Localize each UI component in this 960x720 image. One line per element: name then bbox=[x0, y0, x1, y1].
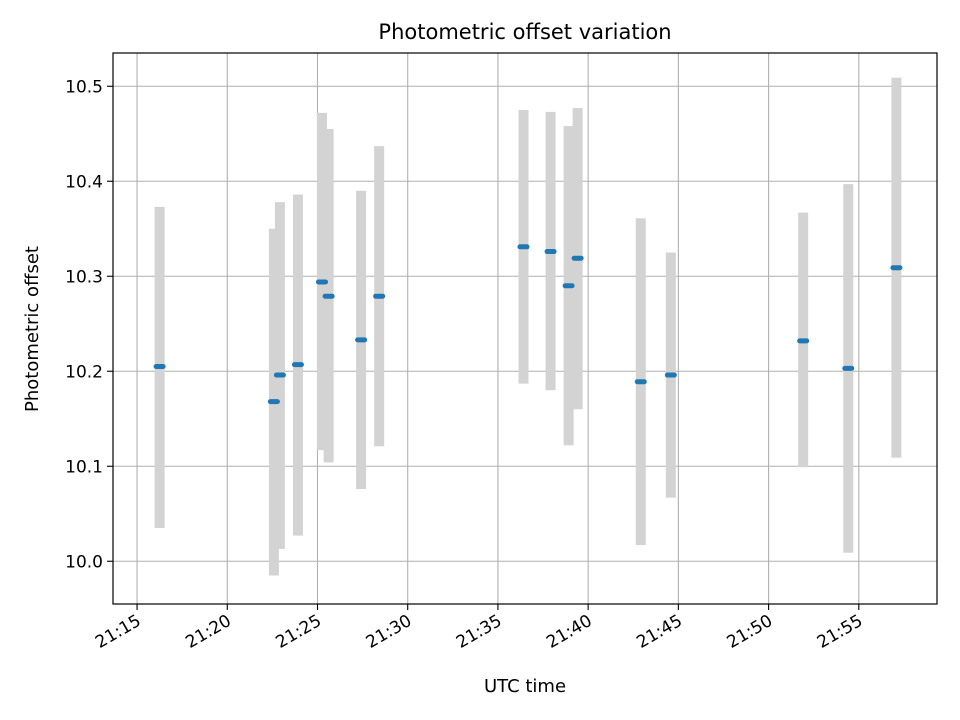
y-axis-label: Photometric offset bbox=[22, 246, 43, 412]
x-axis-label: UTC time bbox=[484, 676, 566, 697]
data-point bbox=[842, 365, 855, 371]
data-point bbox=[664, 372, 677, 378]
y-tick-label: 10.2 bbox=[65, 362, 103, 382]
y-tick-label: 10.5 bbox=[65, 77, 103, 97]
data-point bbox=[153, 364, 166, 369]
chart-title: Photometric offset variation bbox=[378, 20, 671, 44]
data-points bbox=[153, 244, 903, 405]
y-axis: 10.0 10.1 10.2 10.3 10.4 10.5 bbox=[65, 77, 113, 572]
data-point bbox=[316, 279, 329, 285]
data-point bbox=[890, 265, 903, 271]
data-point bbox=[355, 337, 368, 343]
data-point bbox=[571, 255, 584, 261]
y-tick-label: 10.3 bbox=[65, 267, 103, 287]
plot-frame bbox=[112, 52, 938, 605]
data-point bbox=[517, 244, 530, 250]
y-tick-label: 10.0 bbox=[65, 552, 103, 572]
data-point bbox=[562, 283, 575, 289]
data-point bbox=[267, 399, 280, 405]
data-point bbox=[322, 293, 335, 299]
data-point bbox=[544, 249, 557, 255]
data-point bbox=[273, 372, 286, 378]
data-point bbox=[797, 338, 810, 344]
y-tick-label: 10.4 bbox=[65, 172, 103, 192]
data-point bbox=[634, 379, 647, 385]
y-tick-label: 10.1 bbox=[65, 457, 103, 477]
data-point bbox=[291, 362, 304, 368]
data-point bbox=[373, 293, 386, 299]
